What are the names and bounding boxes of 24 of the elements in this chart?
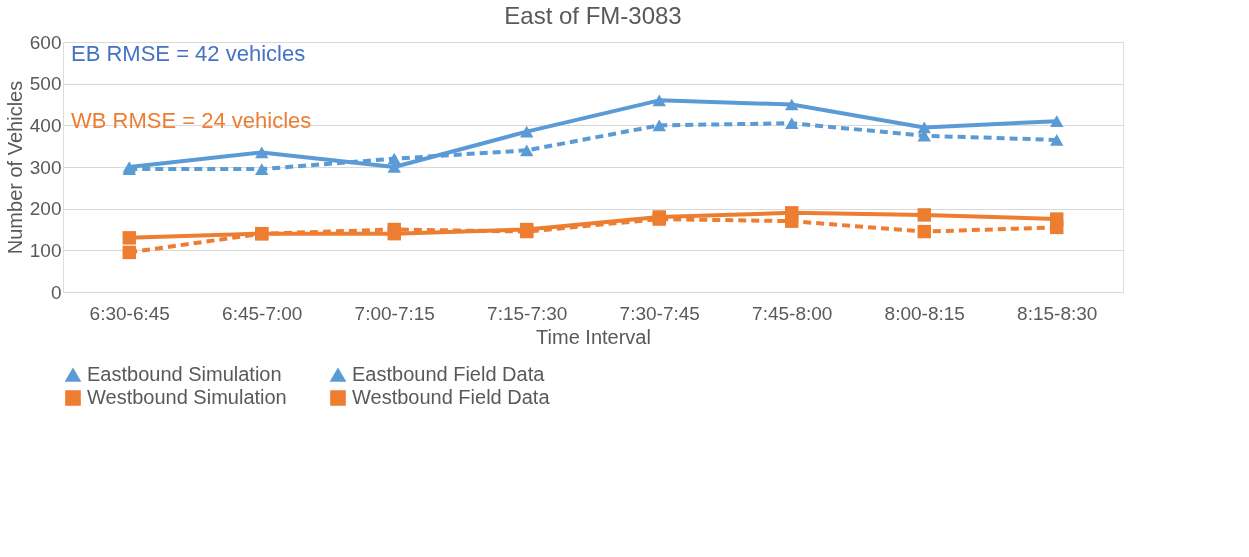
x-tick-label: 8:15-8:30 [1017,302,1098,324]
y-tick-label: 100 [29,239,62,261]
y-tick-label: 300 [29,156,62,178]
y-tick-label: 500 [29,73,62,95]
x-tick-label: 7:00-7:15 [354,302,435,324]
x-tick-label: 7:30-7:45 [619,302,700,324]
legend-label: Westbound Simulation [87,386,287,408]
y-axis-title: Number of Vehicles [3,80,26,255]
y-tick-label: 0 [50,281,62,303]
x-tick-label: 6:45-7:00 [222,302,303,324]
annotation: WB RMSE = 24 vehicles [71,108,312,133]
legend-label: Westbound Field Data [352,386,551,408]
y-tick-label: 600 [29,31,62,53]
x-axis-title: Time Interval [536,325,651,348]
x-tick-label: 8:00-8:15 [884,302,965,324]
legend-label: Eastbound Simulation [87,363,282,385]
x-tick-label: 7:15-7:30 [487,302,568,324]
y-tick-label: 200 [29,198,62,220]
chart-title: East of FM-3083 [504,2,682,29]
y-tick-label: 400 [29,114,62,136]
x-tick-label: 6:30-6:45 [89,302,170,324]
legend-label: Eastbound Field Data [352,363,546,385]
x-tick-label: 7:45-8:00 [752,302,833,324]
annotation: EB RMSE = 42 vehicles [71,41,306,66]
